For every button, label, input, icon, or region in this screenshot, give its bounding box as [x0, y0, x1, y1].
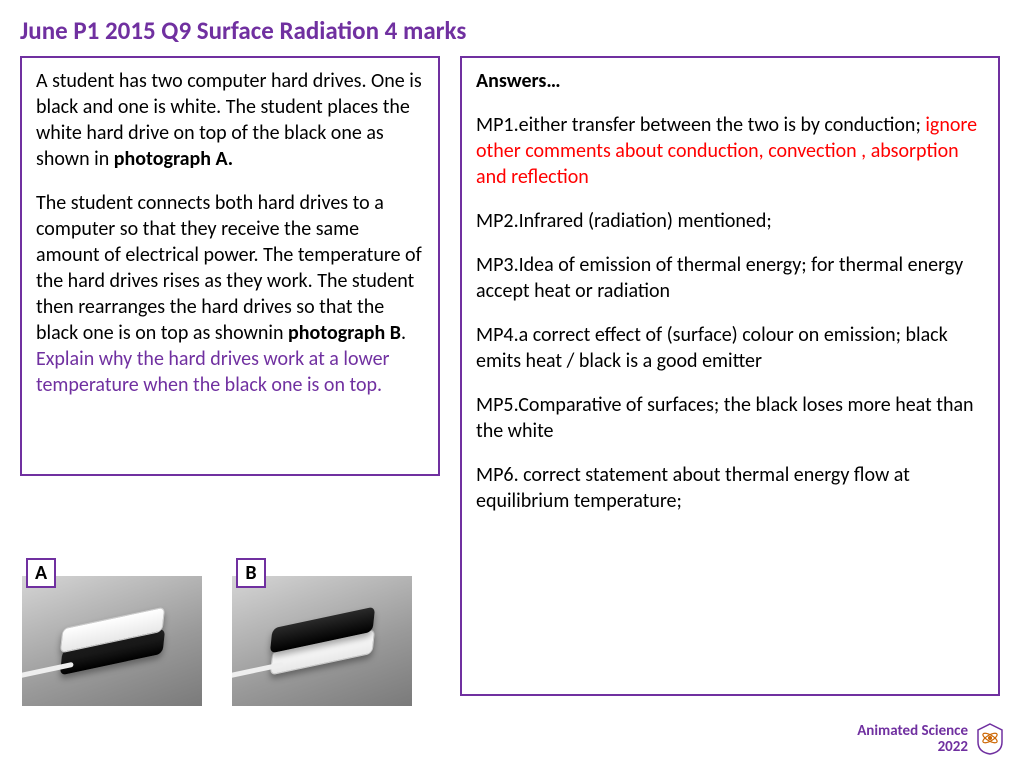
right-column: Answers… MP1.either transfer between the… [460, 56, 1000, 706]
footer-brand: Animated Science [857, 723, 968, 740]
question-para-1: A student has two computer hard drives. … [36, 68, 424, 172]
answers-box: Answers… MP1.either transfer between the… [460, 56, 1000, 696]
photo-a-label: A [26, 558, 56, 588]
question-box: A student has two computer hard drives. … [20, 56, 440, 476]
mark-point-2: MP2.Infrared (radiation) mentioned; [476, 208, 984, 234]
left-column: A student has two computer hard drives. … [20, 56, 440, 706]
mp1-text: MP1.either transfer between the two is b… [476, 113, 925, 137]
mark-point-3: MP3.Idea of emission of thermal energy; … [476, 252, 984, 304]
question-para-2: The student connects both hard drives to… [36, 190, 424, 398]
page-title: June P1 2015 Q9 Surface Radiation 4 mark… [0, 0, 1024, 56]
photo-b-wrap: B [232, 576, 412, 706]
footer: Animated Science 2022 [857, 722, 1004, 756]
mark-point-1: MP1.either transfer between the two is b… [476, 112, 984, 190]
photo-b-ref: photograph B [288, 321, 401, 345]
photo-row: A B [20, 576, 440, 706]
question-text: . [401, 321, 406, 345]
photo-a-ref: photograph A. [114, 147, 233, 171]
mark-point-4: MP4.a correct effect of (surface) colour… [476, 322, 984, 374]
mark-point-5: MP5.Comparative of surfaces; the black l… [476, 392, 984, 444]
photo-b [232, 576, 412, 706]
content-area: A student has two computer hard drives. … [0, 56, 1024, 706]
atom-shield-icon [976, 722, 1004, 756]
photo-a [22, 576, 202, 706]
photo-b-label: B [236, 558, 266, 588]
footer-year: 2022 [857, 739, 968, 756]
question-prompt: Explain why the hard drives work at a lo… [36, 347, 390, 397]
answers-heading: Answers… [476, 68, 984, 94]
footer-text: Animated Science 2022 [857, 723, 968, 756]
photo-a-wrap: A [22, 576, 202, 706]
mark-point-6: MP6. correct statement about thermal ene… [476, 462, 984, 514]
